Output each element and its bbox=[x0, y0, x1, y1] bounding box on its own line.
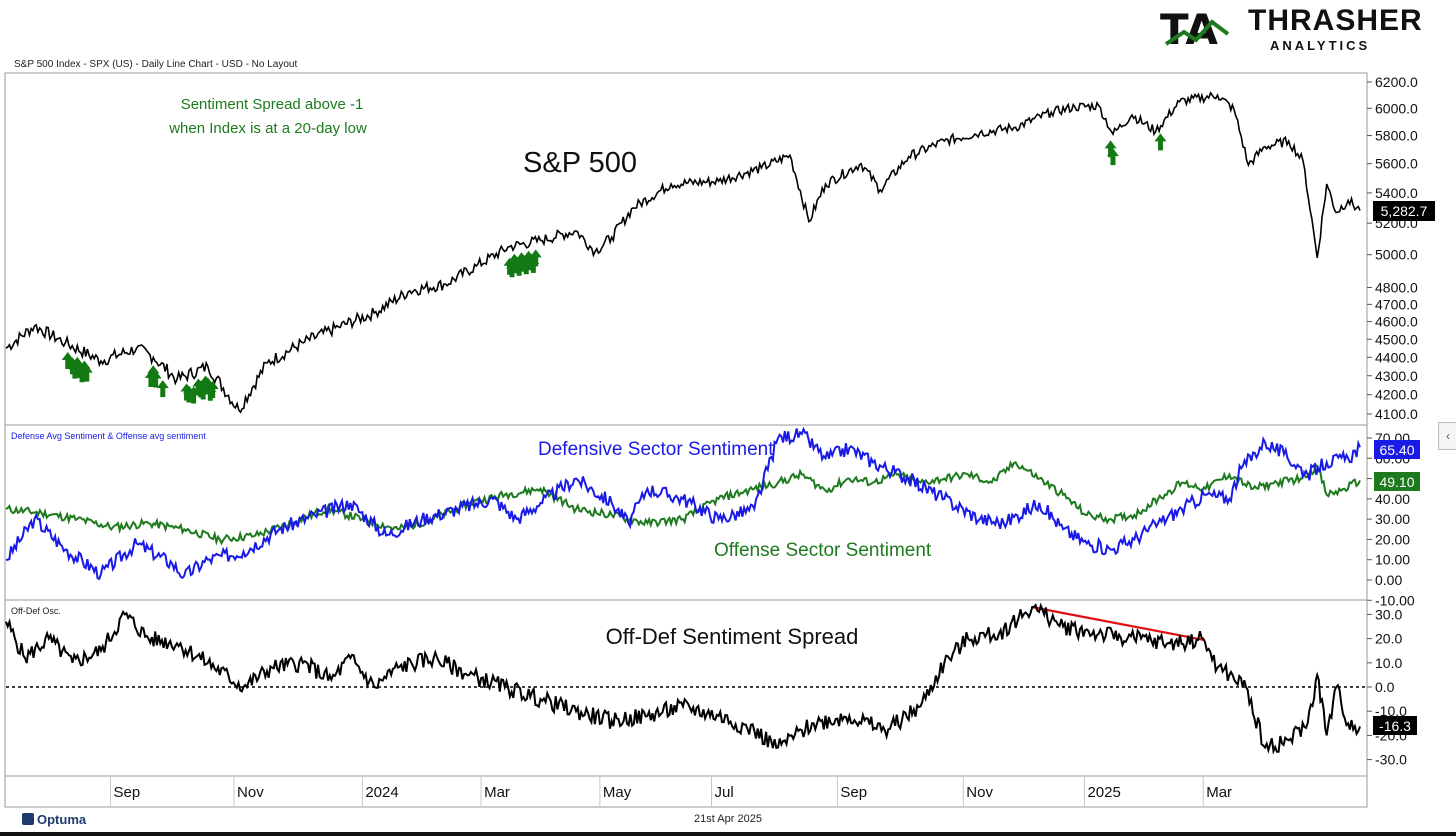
optuma-icon bbox=[22, 813, 34, 825]
offense-series-label: Offense Sector Sentiment bbox=[714, 540, 932, 561]
price-tick-label: 4700.0 bbox=[1375, 296, 1418, 312]
spread-last-value-badge: -16.3 bbox=[1373, 716, 1417, 735]
spread-tick-label: 20.0 bbox=[1375, 631, 1402, 647]
spread-tick-label: -10.0 bbox=[1375, 703, 1407, 719]
offense-sentiment-line bbox=[5, 459, 1361, 546]
sentiment-panel-label-text: Defense Avg Sentiment & Offense avg sent… bbox=[11, 431, 206, 441]
sp500-last-value-badge: 5,282.7 bbox=[1373, 201, 1435, 221]
defensive-last-value-badge: 65.40 bbox=[1374, 440, 1420, 459]
sentiment-tick-label: -10.00 bbox=[1375, 592, 1415, 608]
time-axis: Sep Nov 2024 Mar May Jul Sep Nov 2025 Mar bbox=[110, 776, 1232, 807]
spread-line bbox=[5, 602, 1361, 755]
spread-tick-label: 0.0 bbox=[1375, 679, 1395, 695]
sentiment-tick-label: 10.00 bbox=[1375, 552, 1410, 568]
signal-arrow-icon bbox=[156, 380, 169, 398]
signal-arrow-icon bbox=[1106, 148, 1119, 166]
time-axis-label: Nov bbox=[237, 784, 264, 801]
sp500-last-value: 5,282.7 bbox=[1381, 203, 1428, 219]
signal-arrow-icon bbox=[61, 352, 74, 370]
sentiment-panel-label: Defense Avg Sentiment & Offense avg sent… bbox=[11, 431, 206, 441]
logo-subtitle: ANALYTICS bbox=[1270, 38, 1371, 53]
defensive-sentiment-line bbox=[6, 426, 1361, 581]
time-axis-label: Mar bbox=[1206, 784, 1232, 801]
optuma-brand-text: Optuma bbox=[37, 812, 87, 827]
sentiment-panel: Defense Avg Sentiment & Offense avg sent… bbox=[5, 426, 1420, 608]
optuma-brand: Optuma bbox=[22, 812, 86, 827]
price-tick-label: 4300.0 bbox=[1375, 368, 1418, 384]
logo-name: THRASHER bbox=[1248, 4, 1423, 37]
signal-annotation-line-1: Sentiment Spread above -1 bbox=[181, 96, 364, 113]
signal-annotation-line-2: when Index is at a 20-day low bbox=[168, 120, 367, 137]
price-tick-label: 4800.0 bbox=[1375, 279, 1418, 295]
price-tick-label: 6000.0 bbox=[1375, 100, 1418, 116]
divergence-trendline bbox=[1031, 606, 1204, 641]
price-panel: S&P 500 Sentiment Spread above -1 when I… bbox=[5, 74, 1435, 422]
spread-tick-label: 30.0 bbox=[1375, 606, 1402, 622]
bottom-edge-bar bbox=[0, 832, 1456, 836]
price-tick-label: 4500.0 bbox=[1375, 331, 1418, 347]
time-axis-label: 2025 bbox=[1087, 784, 1120, 801]
time-axis-label: May bbox=[603, 784, 632, 801]
price-tick-label: 5000.0 bbox=[1375, 247, 1418, 263]
offense-last-value-badge: 49.10 bbox=[1374, 472, 1420, 491]
price-tick-label: 4600.0 bbox=[1375, 314, 1418, 330]
time-axis-label: Sep bbox=[114, 784, 141, 801]
sentiment-tick-label: 0.00 bbox=[1375, 572, 1402, 588]
signal-arrow-icon bbox=[149, 370, 162, 388]
time-axis-label: Mar bbox=[484, 784, 510, 801]
price-tick-label: 4200.0 bbox=[1375, 387, 1418, 403]
price-panel-title: S&P 500 bbox=[523, 147, 637, 179]
time-axis-label: Jul bbox=[715, 784, 734, 801]
spread-panel-title: Off-Def Sentiment Spread bbox=[606, 624, 859, 649]
chart-border bbox=[4, 72, 1368, 808]
spread-panel: Off-Def Osc. Off-Def Sentiment Spread 30… bbox=[5, 602, 1417, 768]
sentiment-tick-label: 20.00 bbox=[1375, 531, 1410, 547]
spread-y-axis: 30.020.010.00.0-10.0-20.0-30.0 bbox=[1367, 606, 1407, 768]
spread-tick-label: -30.0 bbox=[1375, 752, 1407, 768]
offense-last-value: 49.10 bbox=[1379, 474, 1414, 490]
signal-arrow-icon bbox=[201, 377, 214, 395]
signal-arrow-icon bbox=[1104, 140, 1117, 158]
spread-tick-label: 10.0 bbox=[1375, 655, 1402, 671]
price-tick-label: 5400.0 bbox=[1375, 185, 1418, 201]
ta-logo-mark: TA bbox=[1160, 5, 1218, 54]
signal-arrows bbox=[61, 133, 1167, 404]
price-tick-label: 4100.0 bbox=[1375, 406, 1418, 422]
price-tick-label: 4400.0 bbox=[1375, 349, 1418, 365]
price-tick-label: 6200.0 bbox=[1375, 74, 1418, 90]
price-y-axis: 6200.06000.05800.05600.05400.05200.05000… bbox=[1367, 74, 1418, 422]
sentiment-tick-label: 40.00 bbox=[1375, 491, 1410, 507]
price-tick-label: 5800.0 bbox=[1375, 128, 1418, 144]
signal-arrow-icon bbox=[80, 364, 93, 382]
thrasher-logo: TA THRASHER ANALYTICS bbox=[1160, 4, 1423, 54]
defensive-series-label: Defensive Sector Sentiment bbox=[538, 439, 774, 460]
defensive-last-value: 65.40 bbox=[1379, 442, 1414, 458]
time-axis-label: 2024 bbox=[365, 784, 398, 801]
signal-arrow-icon bbox=[206, 381, 219, 399]
signal-arrow-icon bbox=[1154, 133, 1167, 151]
spread-panel-label: Off-Def Osc. bbox=[11, 606, 61, 616]
ta-logo-icon: TA bbox=[1160, 5, 1230, 54]
signal-arrow-icon bbox=[529, 249, 542, 267]
footer-date: 21st Apr 2025 bbox=[694, 813, 762, 825]
spread-last-value: -16.3 bbox=[1379, 718, 1411, 734]
sentiment-tick-label: 30.00 bbox=[1375, 511, 1410, 527]
chart-info-header: S&P 500 Index - SPX (US) - Daily Line Ch… bbox=[14, 59, 298, 70]
time-axis-label: Nov bbox=[966, 784, 993, 801]
collapse-panel-tab[interactable]: ‹ bbox=[1438, 422, 1456, 450]
sp500-line bbox=[5, 91, 1361, 414]
time-axis-label: Sep bbox=[840, 784, 867, 801]
price-tick-label: 5600.0 bbox=[1375, 156, 1418, 172]
